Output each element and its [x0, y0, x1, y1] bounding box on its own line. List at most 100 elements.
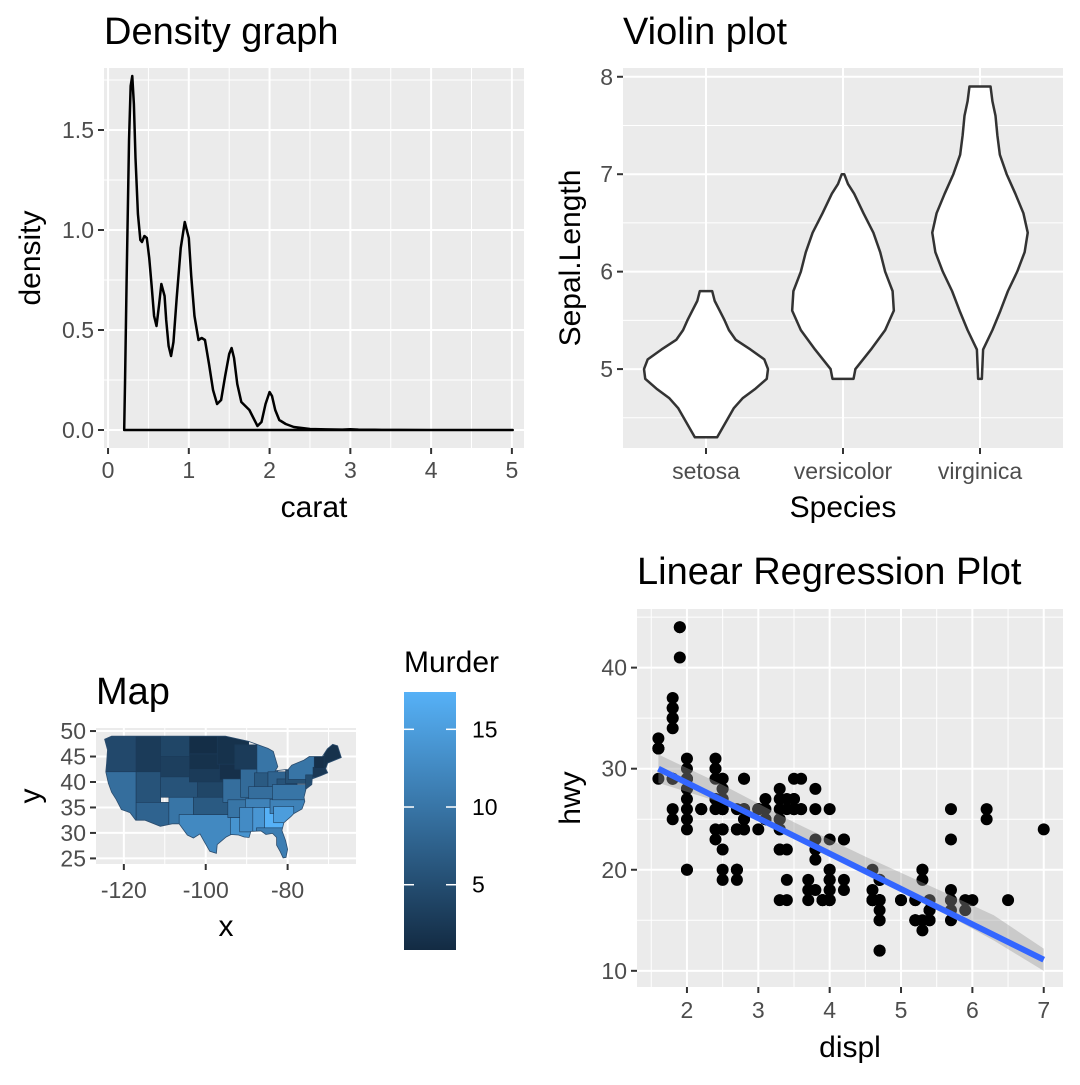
regression-y-axis-title: hwy	[554, 771, 587, 824]
density-grid	[104, 68, 524, 448]
regression-title: Linear Regression Plot	[637, 551, 1022, 593]
data-point	[923, 914, 936, 927]
data-point	[809, 803, 822, 816]
data-point	[780, 793, 793, 806]
violin-panel: Violin plot 5 6 7 8 setosa versicolor virginic…	[554, 11, 1063, 524]
density-x-tick-label: 4	[425, 457, 438, 483]
density-panel: Density graph 0 1 2 3 4 5 0.0 0.5 1.0 1.5 carat d…	[14, 11, 524, 524]
map-x-tick-label: -80	[271, 877, 304, 903]
data-point	[1002, 894, 1015, 907]
state-region	[135, 771, 161, 803]
map-title: Map	[96, 671, 170, 713]
violin-versicolor	[790, 172, 896, 381]
violin-y-tick-label: 6	[600, 259, 613, 285]
data-point	[823, 894, 836, 907]
data-point	[709, 762, 722, 775]
violin-ticks: 5 6 7 8 setosa versicolor virginica	[600, 64, 1022, 484]
density-ticks: 0 1 2 3 4 5 0.0 0.5 1.0 1.5	[62, 117, 518, 483]
data-point	[780, 873, 793, 886]
data-point	[909, 914, 922, 927]
data-point	[652, 742, 665, 755]
data-point	[716, 843, 729, 856]
legend-ticks: 5 10 15	[404, 716, 498, 898]
data-point	[823, 863, 836, 876]
data-point	[980, 813, 993, 826]
regression-y-tick-label: 10	[601, 958, 627, 984]
map-x-tick-label: -120	[101, 877, 147, 903]
data-point	[738, 813, 751, 826]
data-point	[959, 894, 972, 907]
density-x-tick-label: 5	[505, 457, 518, 483]
data-point	[652, 772, 665, 785]
map-y-axis-title: y	[14, 789, 47, 804]
data-point	[837, 873, 850, 886]
data-point	[680, 813, 693, 826]
violin-y-tick-label: 5	[600, 356, 613, 382]
data-point	[873, 914, 886, 927]
density-x-tick-label: 0	[102, 457, 115, 483]
data-point	[916, 873, 929, 886]
regression-y-tick-label: 20	[601, 857, 627, 883]
data-point	[837, 883, 850, 896]
data-point	[802, 894, 815, 907]
data-point	[823, 803, 836, 816]
data-point	[666, 712, 679, 725]
regression-x-tick-label: 6	[966, 997, 979, 1023]
data-point	[959, 904, 972, 917]
state-region	[272, 784, 308, 801]
data-point	[837, 833, 850, 846]
density-title: Density graph	[104, 11, 338, 53]
violin-virginica	[931, 85, 1029, 381]
legend-tick-label: 15	[472, 716, 498, 742]
data-point	[866, 883, 879, 896]
usa-outline	[104, 735, 342, 859]
data-point	[795, 772, 808, 785]
density-y-tick-label: 0.5	[62, 317, 94, 343]
data-point	[730, 863, 743, 876]
regression-panel: Linear Regression Plot 2 3 4 5 6 7 10 20 30 40 di…	[554, 551, 1063, 1064]
data-point	[680, 863, 693, 876]
data-point	[980, 803, 993, 816]
data-point	[773, 813, 786, 826]
regression-x-tick-label: 5	[895, 997, 908, 1023]
regression-y-tick-label: 40	[601, 655, 627, 681]
state-region	[160, 736, 190, 757]
state-region	[189, 753, 221, 770]
data-point	[873, 904, 886, 917]
data-point	[666, 702, 679, 715]
data-point	[823, 833, 836, 846]
regression-x-tick-label: 7	[1037, 997, 1050, 1023]
data-point	[680, 762, 693, 775]
density-y-tick-label: 0.0	[62, 417, 94, 443]
map-y-tick-label: 25	[60, 845, 86, 871]
data-point	[809, 853, 822, 866]
regression-x-tick-label: 4	[823, 997, 836, 1023]
state-region	[234, 744, 261, 770]
regression-ticks: 2 3 4 5 6 7 10 20 30 40	[601, 655, 1050, 1023]
data-point	[916, 924, 929, 937]
violin-setosa	[642, 289, 770, 439]
data-point	[944, 833, 957, 846]
map-y-tick-label: 40	[60, 769, 86, 795]
data-point	[780, 843, 793, 856]
regression-x-axis-title: displ	[819, 1031, 881, 1064]
density-x-axis-title: carat	[281, 491, 348, 524]
density-x-tick-label: 3	[344, 457, 357, 483]
map-x-tick-label: -100	[183, 877, 229, 903]
legend-colorbar	[404, 692, 456, 950]
data-point	[752, 823, 765, 836]
map-y-tick-label: 35	[60, 794, 86, 820]
data-point	[944, 883, 957, 896]
violin-x-tick-label: setosa	[672, 458, 740, 484]
data-point	[652, 732, 665, 745]
state-region	[189, 736, 221, 755]
data-point	[873, 944, 886, 957]
state-region	[239, 807, 255, 833]
data-point	[752, 803, 765, 816]
data-point	[673, 621, 686, 634]
density-curve	[122, 74, 514, 432]
